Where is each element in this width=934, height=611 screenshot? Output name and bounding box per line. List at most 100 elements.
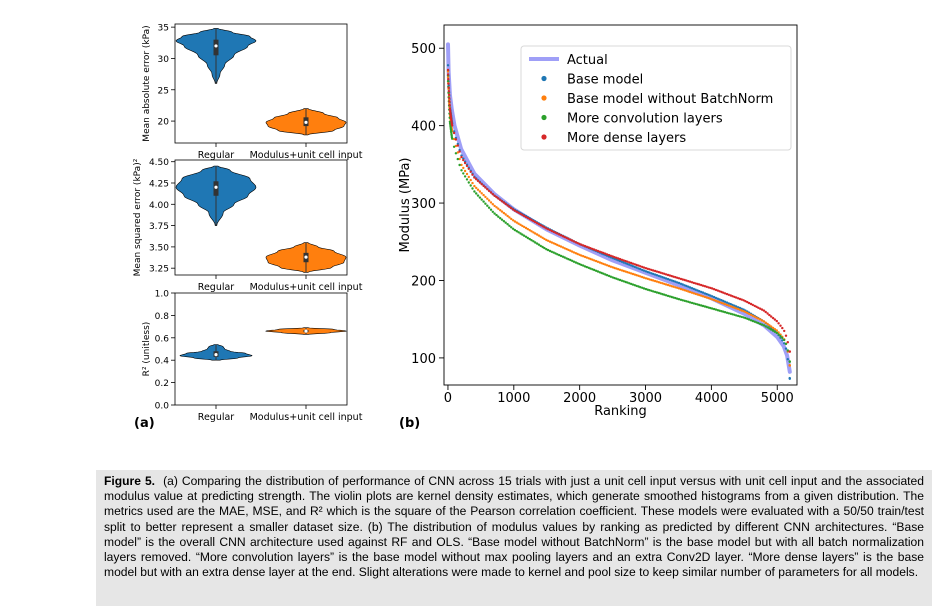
series-more-dense-layers-point <box>759 307 762 310</box>
legend-label-actual: Actual <box>567 53 608 68</box>
series-base-model-point <box>709 294 712 297</box>
series-more-convolution-layers-point <box>534 241 537 244</box>
series-more-dense-layers-point <box>692 281 695 285</box>
series-more-convolution-layers-point <box>652 290 655 293</box>
series-more-dense-layers-point <box>471 173 474 176</box>
series-base-model-without-batchnorm-point <box>631 272 635 276</box>
series-base-model-without-batchnorm-point <box>570 250 574 253</box>
series-more-convolution-layers-point <box>504 221 507 224</box>
series-more-convolution-layers-point <box>491 210 494 213</box>
mse-ytick-label: 3.50 <box>149 243 169 253</box>
series-more-dense-layers-point <box>681 278 684 281</box>
series-base-model-without-batchnorm-point <box>548 240 552 243</box>
series-base-model-without-batchnorm-point <box>585 256 588 259</box>
series-base-model-point <box>633 265 636 269</box>
series-more-convolution-layers-point <box>554 252 557 255</box>
series-more-dense-layers-point <box>668 274 671 277</box>
series-more-convolution-layers-point <box>604 273 607 276</box>
series-more-dense-layers-point <box>637 264 640 267</box>
series-more-dense-layers-point <box>546 228 550 231</box>
series-more-dense-layers-point <box>779 324 782 327</box>
series-more-dense-layers-point <box>475 178 478 181</box>
series-base-model-point <box>618 259 622 263</box>
series-more-convolution-layers-point <box>522 234 526 237</box>
mae-ytick-label: 35 <box>158 24 169 34</box>
series-base-model-without-batchnorm-point <box>583 255 587 259</box>
series-more-convolution-layers-point <box>788 360 791 363</box>
series-more-dense-layers-point <box>666 273 670 277</box>
series-base-model-without-batchnorm-point <box>495 206 498 209</box>
series-more-dense-layers-point <box>539 224 542 227</box>
series-base-model-without-batchnorm-point <box>655 280 659 283</box>
legend-label-more-convolution-layers: More convolution layers <box>567 112 723 127</box>
series-base-model-without-batchnorm-point <box>718 301 721 304</box>
series-more-convolution-layers-point <box>631 283 635 286</box>
series-base-model-point <box>661 276 664 279</box>
series-base-model-without-batchnorm-point <box>475 186 478 190</box>
series-base-model-point <box>722 299 725 303</box>
series-more-convolution-layers-point <box>515 230 518 233</box>
series-more-convolution-layers-point <box>746 317 749 320</box>
series-more-dense-layers-point <box>677 277 681 280</box>
series-more-convolution-layers-point <box>493 212 496 215</box>
series-more-dense-layers-point <box>773 318 777 321</box>
series-more-convolution-layers-point <box>641 286 644 289</box>
series-base-model-without-batchnorm-point <box>513 220 517 223</box>
modulus-ylabel: Modulus (MPa) <box>398 158 413 253</box>
series-base-model-point <box>644 270 648 273</box>
series-more-dense-layers-point <box>522 214 526 218</box>
series-more-convolution-layers-point <box>626 281 629 284</box>
series-more-convolution-layers-point <box>768 327 771 330</box>
series-base-model-without-batchnorm-point <box>546 239 550 242</box>
series-more-convolution-layers-point <box>760 323 764 326</box>
series-more-dense-layers-point <box>701 284 705 287</box>
series-more-convolution-layers-point <box>751 319 754 323</box>
series-more-convolution-layers-point <box>519 232 522 235</box>
series-base-model-without-batchnorm-point <box>600 262 603 265</box>
series-more-convolution-layers-point <box>611 276 614 279</box>
mse-median-dot <box>214 185 218 189</box>
series-base-model-point <box>639 267 642 271</box>
series-base-model-without-batchnorm-point <box>666 283 670 287</box>
series-more-dense-layers-point <box>530 218 533 222</box>
series-base-model-without-batchnorm-point <box>458 157 461 161</box>
series-base-model-without-batchnorm-point <box>554 242 557 246</box>
series-more-dense-layers-point <box>720 290 723 294</box>
modulus-xtick-label: 5000 <box>761 391 794 406</box>
series-more-convolution-layers-point <box>532 240 535 243</box>
series-more-convolution-layers-point <box>593 268 596 272</box>
series-more-dense-layers-point <box>611 255 614 258</box>
series-more-dense-layers-point <box>500 200 504 203</box>
series-base-model-without-batchnorm-point <box>510 217 513 221</box>
series-base-model-point <box>738 306 742 310</box>
series-more-dense-layers-point <box>620 258 624 261</box>
series-more-dense-layers-point <box>519 212 522 215</box>
series-more-dense-layers-point <box>771 316 775 320</box>
series-base-model-without-batchnorm-point <box>775 329 778 332</box>
series-base-model-without-batchnorm-point <box>723 303 727 306</box>
series-base-model-without-batchnorm-point <box>532 231 535 234</box>
series-more-dense-layers-point <box>565 236 568 240</box>
mse-ytick-label: 4.25 <box>149 180 169 190</box>
series-more-convolution-layers-point <box>664 294 668 297</box>
series-base-model-without-batchnorm-point <box>550 241 553 244</box>
series-more-dense-layers-point <box>570 239 574 242</box>
series-more-dense-layers-point <box>583 244 587 248</box>
modulus-ranking-panel: 0 1000 2000 3000 4000 5000 100 200 300 400 500 Rank… <box>398 24 798 419</box>
series-more-dense-layers-point <box>585 245 588 248</box>
series-more-convolution-layers-point <box>674 296 677 300</box>
series-more-dense-layers-point <box>473 176 476 179</box>
series-more-dense-layers-point <box>591 247 594 251</box>
mse-ytick-label: 3.75 <box>149 222 169 232</box>
series-more-dense-layers-point <box>502 201 506 204</box>
series-base-model-without-batchnorm-point <box>502 211 506 215</box>
series-more-convolution-layers-point <box>779 335 782 338</box>
series-more-dense-layers-point <box>729 294 732 297</box>
series-more-convolution-layers-point <box>655 291 659 294</box>
series-more-convolution-layers-point <box>698 303 701 307</box>
series-base-model-without-batchnorm-point <box>484 195 487 199</box>
series-base-model-without-batchnorm-point <box>668 284 671 287</box>
series-base-model-without-batchnorm-point <box>771 326 775 330</box>
series-more-convolution-layers-point <box>561 255 565 258</box>
series-base-model-without-batchnorm-point <box>615 267 618 270</box>
